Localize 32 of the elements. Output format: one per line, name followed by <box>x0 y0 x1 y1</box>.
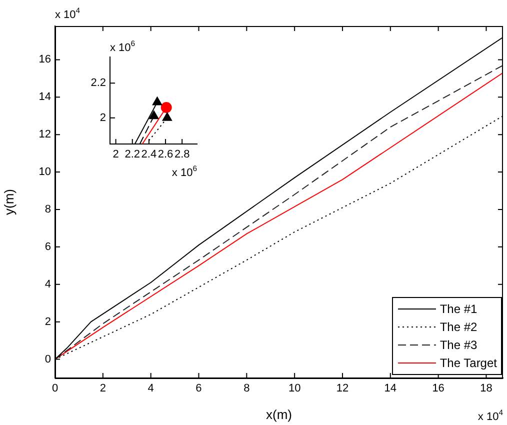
x-tick-label: 2.4 <box>141 148 157 161</box>
y-tick-label: 12 <box>38 128 51 141</box>
y-tick-label: 14 <box>38 91 51 104</box>
legend-label: The Target <box>440 356 497 370</box>
point <box>149 110 159 120</box>
y-tick-label: 6 <box>44 240 51 253</box>
legend-label: The #2 <box>440 320 478 334</box>
x-tick-label: 8 <box>244 382 250 395</box>
y-tick-label: 8 <box>44 204 51 216</box>
legend-label: The #1 <box>440 302 478 316</box>
point <box>160 102 172 113</box>
x-axis-title: x(m) <box>266 406 292 422</box>
x-tick-label: 2.6 <box>158 148 174 161</box>
x-tick-label: 12 <box>336 382 349 395</box>
y-tick-label: 4 <box>44 278 51 290</box>
x-tick-label: 2.2 <box>124 148 140 161</box>
x-tick-label: 18 <box>480 382 492 395</box>
x-tick-label: 2.8 <box>174 148 190 161</box>
x-tick-label: 4 <box>148 382 154 395</box>
y-tick-label: 16 <box>38 54 51 66</box>
legend-label: The #3 <box>440 338 478 352</box>
x-tick-label: 10 <box>288 382 301 395</box>
x-tick-label: 14 <box>384 382 397 395</box>
y-tick-label: 0 <box>44 353 51 366</box>
x-tick-label: 16 <box>432 382 444 395</box>
y-tick-label: 10 <box>38 166 51 178</box>
y-tick-label: 2 <box>44 316 51 328</box>
y-axis-title: y(m) <box>1 189 16 215</box>
point <box>152 96 162 106</box>
point <box>162 112 172 121</box>
x-tick-label: 6 <box>196 382 202 395</box>
x-tick-label: 2 <box>112 148 119 161</box>
